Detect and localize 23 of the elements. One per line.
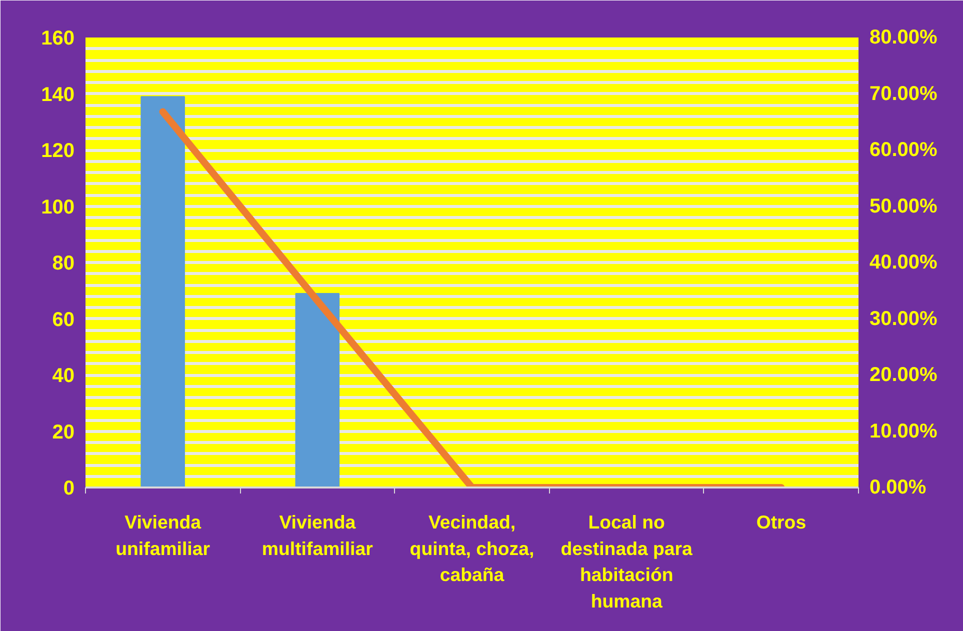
x-tick-label: Local no destinada para habitación humana — [560, 512, 694, 612]
x-tick-label: Vivienda unifamiliar — [116, 512, 210, 559]
y-tick-label: 40 — [52, 365, 75, 387]
y2-tick-label: 50.00% — [870, 195, 938, 218]
y-tick-label: 80 — [52, 252, 75, 274]
y2-tick-label: 80.00% — [870, 26, 938, 48]
y-tick-label: 160 — [41, 28, 75, 50]
y2-tick-label: 10.00% — [870, 420, 938, 442]
y-tick-label: 60 — [52, 308, 75, 331]
y-tick-label: 140 — [41, 84, 75, 106]
x-tick-label: Vecindad, quinta, choza, cabaña — [410, 512, 534, 585]
y-tick-label: 100 — [41, 196, 75, 218]
y2-tick-label: 70.00% — [870, 82, 938, 105]
y2-tick-label: 0.00% — [870, 476, 926, 498]
y2-tick-label: 60.00% — [870, 139, 938, 161]
x-tick-label: Otros — [756, 512, 806, 532]
y-tick-label: 20 — [52, 421, 75, 444]
x-tick-label: Vivienda multifamiliar — [262, 512, 373, 559]
y2-tick-label: 20.00% — [870, 364, 938, 386]
y2-tick-label: 40.00% — [870, 252, 938, 274]
y2-tick-label: 30.00% — [870, 308, 938, 330]
y-tick-label: 120 — [41, 140, 75, 162]
y-tick-label: 0 — [63, 478, 74, 500]
